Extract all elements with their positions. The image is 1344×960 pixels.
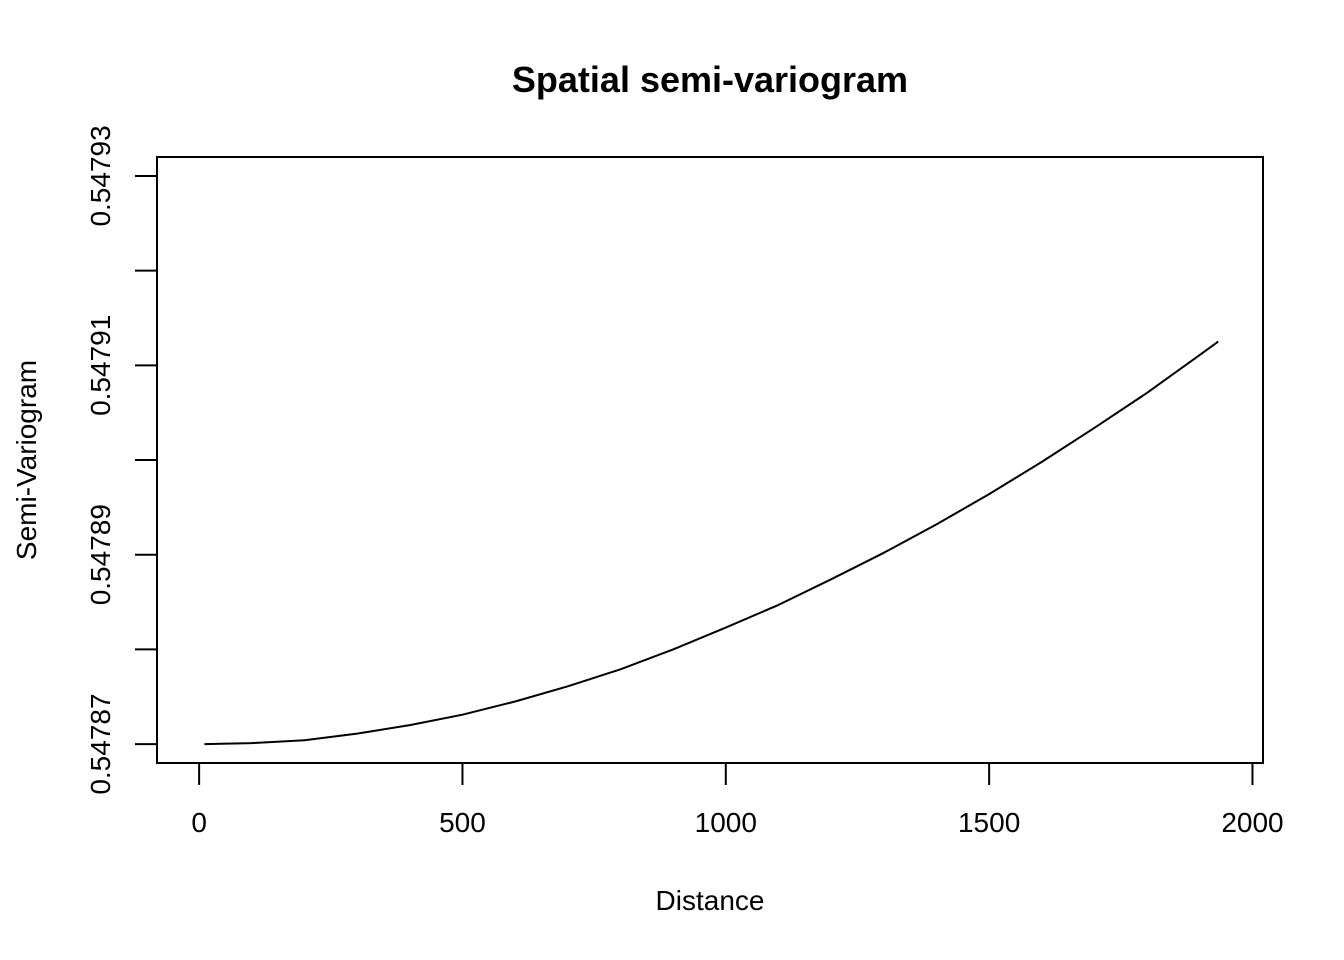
x-tick-label: 0: [191, 807, 207, 838]
series-line: [204, 340, 1219, 746]
y-axis: 0.54787 0.54789 0.54791 0.54793: [85, 125, 158, 795]
x-tick-label: 2000: [1221, 807, 1283, 838]
x-tick-label: 500: [439, 807, 486, 838]
y-tick-label: 0.54793: [85, 125, 116, 226]
y-axis-label: Semi-Variogram: [11, 360, 42, 560]
y-tick-label: 0.54787: [85, 693, 116, 794]
y-tick-label: 0.54791: [85, 315, 116, 416]
plot-frame: [156, 156, 1264, 764]
x-tick-label: 1000: [695, 807, 757, 838]
chart-title: Spatial semi-variogram: [512, 59, 908, 100]
y-tick-label: 0.54789: [85, 504, 116, 605]
x-axis-label: Distance: [656, 885, 765, 916]
x-tick-label: 1500: [958, 807, 1020, 838]
x-axis: 0 500 1000 1500 2000: [191, 762, 1284, 838]
series-layer: [204, 340, 1219, 746]
